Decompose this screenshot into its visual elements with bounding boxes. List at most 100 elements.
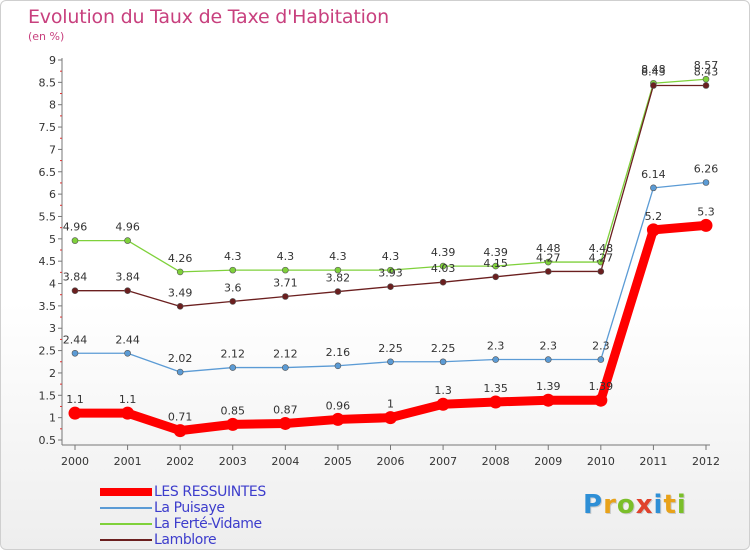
legend-swatch: [100, 523, 152, 525]
legend-label: La Puisaye: [154, 500, 225, 516]
data-point: [387, 358, 394, 366]
data-point: [229, 298, 237, 305]
y-tick-label: 9: [49, 54, 56, 67]
data-label: 4.3: [382, 250, 400, 263]
data-label: 5.2: [645, 210, 663, 223]
y-tick-label: 2: [49, 367, 56, 380]
data-label: 4.03: [431, 262, 456, 275]
data-point: [594, 393, 608, 407]
data-point: [176, 268, 184, 276]
y-tick-label: 0.5: [39, 434, 57, 447]
data-point: [176, 368, 184, 376]
data-label: 2.16: [326, 346, 351, 359]
x-tick-label: 2007: [429, 455, 457, 468]
y-tick-label: 7: [49, 143, 56, 156]
data-point: [176, 303, 184, 310]
data-label: 2.44: [115, 333, 140, 346]
data-label: 2.25: [431, 342, 456, 355]
data-label: 4.27: [589, 251, 614, 264]
data-label: 2.02: [168, 352, 193, 365]
data-label: 3.71: [273, 276, 298, 289]
data-point: [489, 395, 503, 409]
data-label: 2.3: [540, 340, 558, 353]
y-tick-label: 5: [49, 233, 56, 246]
data-point: [650, 82, 657, 89]
data-label: 8.43: [641, 65, 666, 78]
data-label: 2.12: [221, 348, 246, 361]
data-label: 3.49: [168, 286, 193, 299]
data-label: 4.26: [168, 252, 193, 265]
data-label: 4.48: [589, 242, 614, 255]
data-point: [282, 293, 289, 300]
data-point: [282, 364, 289, 371]
x-tick-label: 2001: [114, 455, 142, 468]
data-point: [124, 287, 131, 294]
y-tick-label: 8: [49, 99, 56, 112]
data-point: [121, 406, 135, 420]
x-tick-label: 2008: [482, 455, 510, 468]
y-tick-label: 6.5: [39, 166, 57, 179]
data-point: [492, 273, 499, 281]
y-tick-label: 1.5: [39, 389, 57, 402]
data-point: [597, 356, 605, 363]
data-point: [439, 262, 447, 270]
data-label: 3.82: [326, 272, 351, 285]
data-label: 1.39: [589, 380, 614, 393]
data-label: 5.3: [697, 205, 715, 218]
data-point: [334, 362, 342, 370]
y-tick-label: 4: [49, 278, 56, 291]
data-point: [384, 411, 397, 425]
data-point: [650, 184, 657, 192]
data-point: [492, 262, 499, 270]
data-point: [439, 278, 447, 286]
x-tick-label: 2011: [639, 455, 667, 468]
data-label: 4.3: [329, 250, 347, 263]
y-tick-label: 8.5: [39, 76, 57, 89]
data-point: [436, 397, 450, 411]
data-label: 3.84: [115, 271, 140, 284]
data-point: [124, 349, 131, 357]
data-point: [439, 358, 447, 366]
data-point: [541, 393, 555, 407]
data-point: [334, 288, 342, 295]
y-tick-label: 2.5: [39, 345, 57, 358]
data-label: 4.3: [224, 250, 242, 263]
data-label: 1.1: [119, 393, 137, 406]
data-label: 4.27: [536, 251, 561, 264]
y-tick-label: 3: [49, 322, 56, 335]
data-label: 4.39: [431, 246, 456, 259]
data-label: 2.3: [592, 340, 610, 353]
y-tick-label: 6: [49, 188, 56, 201]
data-label: 0.85: [221, 404, 246, 417]
y-tick-label: 1: [49, 412, 56, 425]
x-tick-label: 2010: [587, 455, 615, 468]
data-point: [387, 266, 394, 274]
data-point: [544, 356, 552, 363]
data-point: [229, 266, 237, 274]
data-point: [68, 406, 82, 420]
data-point: [331, 412, 345, 426]
data-point: [71, 349, 79, 357]
data-label: 0.87: [273, 403, 298, 416]
data-label: 0.96: [326, 399, 351, 412]
data-point: [124, 237, 131, 244]
data-label: 1.1: [66, 393, 84, 406]
data-label: 4.96: [63, 221, 88, 234]
data-label: 8.57: [694, 59, 719, 72]
data-label: 1: [387, 398, 394, 411]
data-label: 8.48: [641, 63, 666, 76]
data-label: 3.93: [378, 267, 403, 280]
data-label: 2.25: [378, 342, 403, 355]
proxiti-logo: Proxiti: [583, 490, 687, 520]
data-point: [229, 364, 237, 371]
data-point: [387, 283, 394, 290]
legend-label: LES RESSUINTES: [154, 484, 266, 500]
data-point: [282, 266, 289, 274]
x-tick-label: 2004: [271, 455, 299, 468]
legend-swatch: [100, 539, 152, 541]
data-label: 4.3: [277, 250, 295, 263]
chart-title: Evolution du Taux de Taxe d'Habitation: [28, 6, 389, 28]
data-label: 3.84: [63, 271, 88, 284]
data-label: 2.3: [487, 340, 505, 353]
data-label: 4.39: [483, 246, 508, 259]
